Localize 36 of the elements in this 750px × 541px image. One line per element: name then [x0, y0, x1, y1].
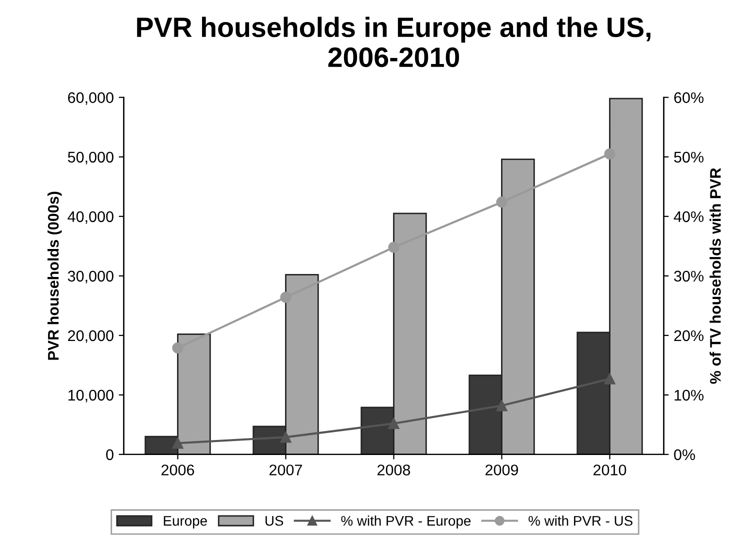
point: [388, 242, 400, 253]
y2-tick-label: 60%: [674, 92, 704, 104]
point: [496, 196, 508, 208]
y-tick-label: 30,000: [68, 270, 114, 284]
point: [172, 438, 184, 449]
x-tick-label: 2008: [378, 464, 410, 476]
point: [604, 373, 616, 384]
legend-label: % with PVR - Europe: [341, 516, 471, 528]
point: [604, 148, 616, 160]
y2-axis-title: % of TV households with PVR: [710, 168, 721, 384]
y2-tick-label: 50%: [674, 152, 704, 163]
y-tick-label: 0: [106, 449, 114, 460]
y-tick-label: 10,000: [68, 390, 114, 402]
legend-label: % with PVR - US: [528, 516, 632, 526]
x-tick-label: 2007: [270, 464, 302, 476]
x-tick-label: 2010: [594, 464, 626, 476]
legend-label: Europe: [164, 516, 207, 528]
y-tick-label: 50,000: [68, 152, 114, 164]
point: [280, 432, 292, 443]
y2-tick-label: 0%: [674, 449, 696, 460]
y-tick-label: 40,000: [68, 211, 114, 224]
y2-tick-label: 30%: [674, 270, 704, 282]
y-axis-title: PVR households (000s): [48, 192, 62, 360]
legend-label: US: [266, 516, 284, 526]
point: [280, 292, 292, 303]
x-tick-label: 2006: [162, 464, 194, 476]
y2-tick-label: 20%: [674, 330, 704, 342]
point: [172, 342, 184, 354]
y-tick-label: 60,000: [68, 92, 114, 105]
x-tick-label: 2009: [486, 464, 518, 476]
y2-tick-label: 40%: [674, 211, 704, 222]
y-tick-label: 20,000: [68, 330, 114, 343]
y2-tick-label: 10%: [674, 390, 704, 401]
point: [388, 418, 400, 430]
point: [496, 400, 508, 412]
chart-title: PVR households in Europe and the US, 2006-2010: [137, 16, 650, 68]
